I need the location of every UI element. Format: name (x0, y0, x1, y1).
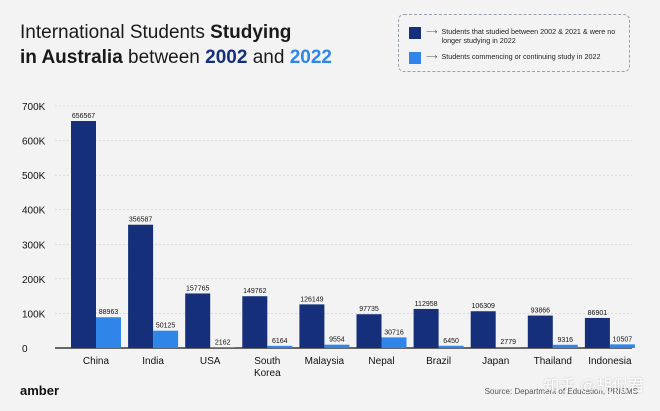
title-part-4: between (122, 47, 206, 68)
bar-current (495, 347, 521, 348)
x-tick-label: Nepal (368, 356, 394, 367)
arrow-right-icon: ⟶ (426, 27, 438, 36)
data-label: 2162 (215, 339, 231, 346)
legend-item-former: ⟶ Students that studied between 2002 & 2… (409, 27, 621, 45)
legend-label-former: Students that studied between 2002 & 202… (441, 27, 616, 45)
y-tick-label: 0 (22, 344, 28, 355)
title-part-3: in Australia (20, 47, 123, 68)
title-part-1: International Students (20, 22, 211, 43)
x-tick-label: Korea (254, 368, 281, 379)
arrow-right-icon: ⟶ (426, 52, 438, 61)
data-label: 2779 (500, 339, 516, 346)
x-tick-label: USA (200, 356, 221, 367)
bar-former (128, 224, 154, 348)
bar-former (470, 311, 496, 348)
bar-current (609, 344, 635, 348)
legend-item-current: ⟶ Students commencing or continuing stud… (409, 52, 621, 64)
x-tick-label: Brazil (426, 356, 451, 367)
data-label: 157765 (186, 285, 209, 292)
y-tick-label: 400K (22, 206, 46, 217)
y-tick-label: 500K (22, 171, 46, 182)
x-tick-label: Thailand (534, 356, 572, 367)
data-label: 50125 (156, 323, 176, 330)
data-label: 10507 (613, 336, 633, 343)
bar-current (210, 347, 236, 348)
bar-current (267, 345, 293, 348)
title-part-7: 2022 (289, 47, 332, 68)
legend-swatch-former (409, 27, 421, 39)
data-label: 6450 (443, 338, 459, 345)
data-label: 9316 (558, 337, 574, 344)
x-tick-label: India (142, 356, 164, 367)
bar-current (552, 344, 578, 348)
x-tick-label: Malaysia (305, 356, 345, 367)
bar-former (527, 315, 553, 348)
legend-label-current: Students commencing or continuing study … (441, 52, 601, 61)
y-tick-label: 200K (22, 275, 46, 286)
title-part-2: Studying (210, 22, 292, 43)
title-part-6: and (247, 47, 290, 68)
bar-current (324, 344, 350, 348)
data-label: 86901 (588, 310, 608, 317)
data-label: 88963 (99, 309, 119, 316)
bar-former (242, 296, 268, 348)
bar-former (413, 308, 439, 348)
x-tick-label: Indonesia (588, 356, 632, 367)
bar-former (356, 314, 382, 348)
data-label: 356587 (129, 217, 152, 224)
bar-former (299, 304, 325, 348)
bar-current (96, 317, 121, 348)
bar-current (381, 337, 407, 348)
brand-logo: amber (20, 383, 60, 398)
data-label: 149762 (243, 288, 266, 295)
data-label: 9554 (329, 337, 345, 344)
x-tick-label: Japan (482, 356, 509, 367)
bar-former (71, 121, 96, 348)
bar-current (153, 330, 179, 348)
data-label: 6164 (272, 338, 288, 345)
data-label: 30716 (384, 329, 404, 336)
data-label: 656567 (72, 113, 95, 120)
source-note: Source: Department of Education, PRISMS (484, 387, 638, 396)
x-tick-label: China (83, 356, 110, 367)
y-tick-label: 100K (22, 309, 46, 320)
data-label: 97735 (359, 306, 379, 313)
bar-former (185, 293, 211, 348)
y-tick-label: 600K (22, 137, 46, 148)
watermark: 知乎 @胡侃君 (543, 378, 644, 395)
bar-current (438, 345, 464, 348)
data-label: 93866 (531, 308, 551, 315)
y-tick-label: 300K (22, 240, 46, 251)
legend-swatch-current (409, 52, 421, 64)
legend: ⟶ Students that studied between 2002 & 2… (398, 14, 630, 72)
x-tick-label: South (254, 356, 280, 367)
y-tick-label: 700K (22, 102, 46, 113)
chart-title: International Students Studying in Austr… (20, 20, 332, 70)
bar-former (584, 317, 610, 348)
data-label: 112958 (415, 301, 438, 308)
data-label: 126149 (300, 296, 323, 303)
data-label: 106309 (472, 303, 495, 310)
title-part-5: 2002 (205, 47, 248, 68)
